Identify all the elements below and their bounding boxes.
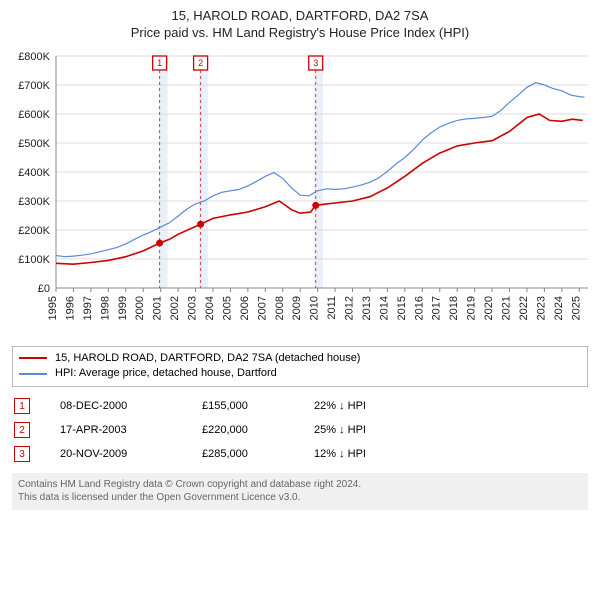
legend: 15, HAROLD ROAD, DARTFORD, DA2 7SA (deta…: [12, 346, 588, 387]
x-tick-label: 1997: [82, 296, 94, 320]
attribution-line1: Contains HM Land Registry data © Crown c…: [18, 478, 582, 492]
event-row: 3 20-NOV-2009£285,00012% ↓ HPI: [14, 443, 366, 465]
x-tick-label: 1996: [64, 296, 76, 320]
chart-title-block: 15, HAROLD ROAD, DARTFORD, DA2 7SA Price…: [8, 8, 592, 42]
event-delta: 12% ↓ HPI: [314, 443, 366, 465]
x-tick-label: 2008: [274, 296, 286, 320]
x-tick-label: 2012: [344, 296, 356, 320]
x-tick-label: 2023: [535, 296, 547, 320]
legend-label: 15, HAROLD ROAD, DARTFORD, DA2 7SA (deta…: [55, 351, 360, 366]
x-tick-label: 2010: [309, 296, 321, 320]
event-marker-label: 1: [157, 58, 162, 68]
x-tick-label: 2025: [570, 296, 582, 320]
event-marker-label: 2: [198, 58, 203, 68]
event-delta: 22% ↓ HPI: [314, 395, 366, 417]
y-tick-label: £700K: [18, 80, 50, 92]
legend-label: HPI: Average price, detached house, Dart…: [55, 366, 277, 381]
event-marker: 2: [14, 422, 30, 438]
x-tick-label: 2004: [204, 296, 216, 320]
x-tick-label: 2007: [256, 296, 268, 320]
y-tick-label: £300K: [18, 196, 50, 208]
x-tick-label: 2011: [326, 296, 338, 320]
x-tick-label: 2001: [152, 296, 164, 320]
x-tick-label: 2017: [431, 296, 443, 320]
x-tick-label: 1995: [47, 296, 59, 320]
chart-area: £0 £100K £200K £300K £400K £500K £600K £700K £80…: [8, 48, 592, 338]
x-tick-label: 2006: [239, 296, 251, 320]
event-price: £155,000: [202, 395, 312, 417]
sale-point: [156, 239, 163, 246]
x-tick-label: 2019: [466, 296, 478, 320]
x-tick-label: 2003: [187, 296, 199, 320]
x-tick-label: 2005: [221, 296, 233, 320]
x-tick-label: 2024: [553, 296, 565, 320]
events-table: 1 08-DEC-2000£155,00022% ↓ HPI 2 17-APR-200…: [12, 393, 368, 467]
x-tick-label: 2015: [396, 296, 408, 320]
x-tick-label: 2016: [413, 296, 425, 320]
attribution-box: Contains HM Land Registry data © Crown c…: [12, 473, 588, 510]
y-tick-label: £800K: [18, 51, 50, 63]
sale-point: [312, 202, 319, 209]
x-tick-label: 2000: [134, 296, 146, 320]
event-date: 20-NOV-2009: [60, 443, 200, 465]
y-tick-label: £100K: [18, 254, 50, 266]
event-marker: 3: [14, 446, 30, 462]
x-tick-label: 2014: [378, 296, 390, 320]
event-price: £285,000: [202, 443, 312, 465]
y-tick-label: £200K: [18, 225, 50, 237]
event-marker-label: 3: [313, 58, 318, 68]
chart-svg: £0 £100K £200K £300K £400K £500K £600K £700K £80…: [8, 48, 592, 338]
title-subtitle: Price paid vs. HM Land Registry's House …: [8, 25, 592, 42]
event-row: 1 08-DEC-2000£155,00022% ↓ HPI: [14, 395, 366, 417]
attribution-line2: This data is licensed under the Open Gov…: [18, 491, 582, 505]
sale-point: [197, 220, 204, 227]
legend-swatch: [19, 357, 47, 359]
title-address: 15, HAROLD ROAD, DARTFORD, DA2 7SA: [8, 8, 592, 25]
legend-row: HPI: Average price, detached house, Dart…: [19, 366, 581, 381]
x-tick-label: 2013: [361, 296, 373, 320]
x-tick-label: 2022: [518, 296, 530, 320]
event-date: 08-DEC-2000: [60, 395, 200, 417]
event-date: 17-APR-2003: [60, 419, 200, 441]
legend-swatch: [19, 373, 47, 375]
x-tick-label: 2002: [169, 296, 181, 320]
y-tick-label: £600K: [18, 109, 50, 121]
event-row: 2 17-APR-2003£220,00025% ↓ HPI: [14, 419, 366, 441]
event-price: £220,000: [202, 419, 312, 441]
event-delta: 25% ↓ HPI: [314, 419, 366, 441]
x-tick-label: 2021: [501, 296, 513, 320]
y-tick-label: £400K: [18, 167, 50, 179]
event-marker: 1: [14, 398, 30, 414]
x-tick-label: 2020: [483, 296, 495, 320]
legend-row: 15, HAROLD ROAD, DARTFORD, DA2 7SA (deta…: [19, 351, 581, 366]
x-tick-label: 2018: [448, 296, 460, 320]
x-tick-label: 2009: [291, 296, 303, 320]
y-tick-label: £0: [38, 283, 50, 295]
x-tick-label: 1999: [117, 296, 129, 320]
y-tick-label: £500K: [18, 138, 50, 150]
x-tick-label: 1998: [99, 296, 111, 320]
